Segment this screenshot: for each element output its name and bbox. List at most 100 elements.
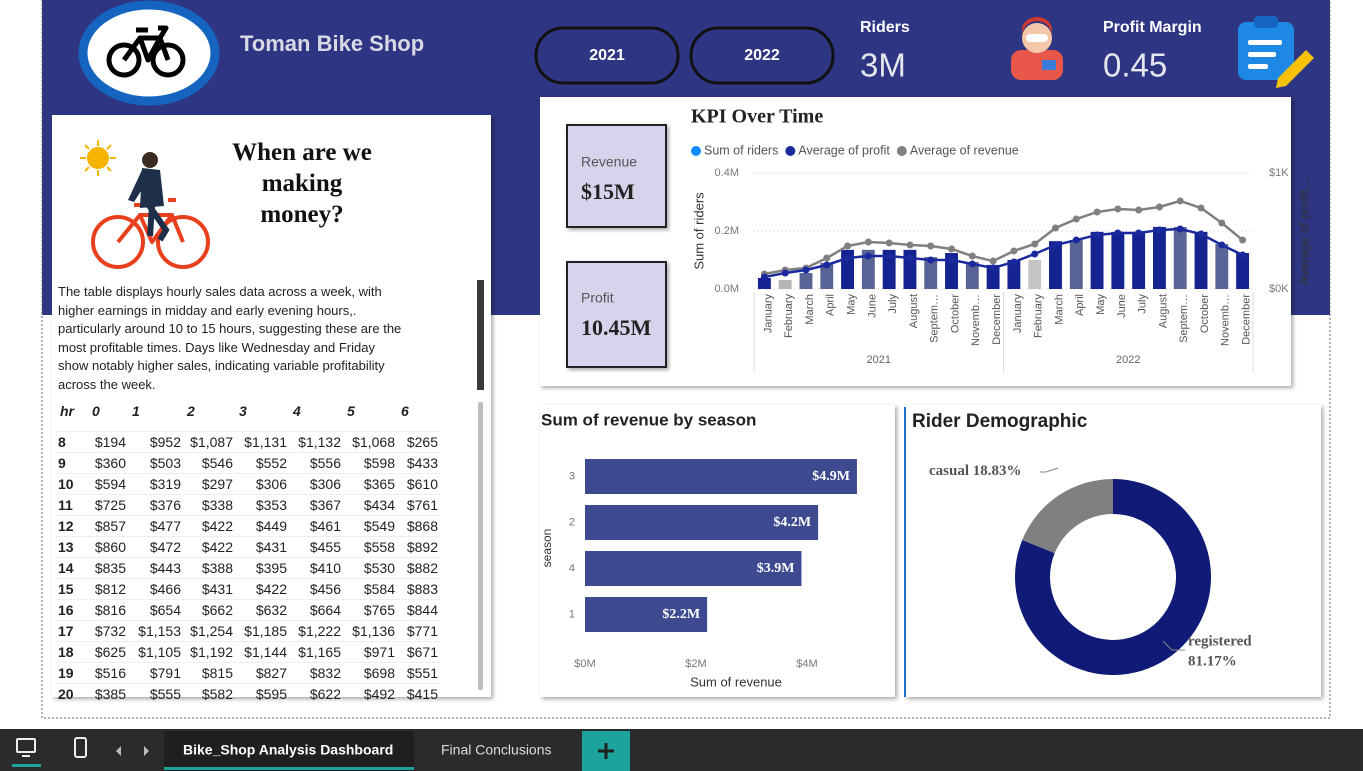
line-marker: [968, 260, 976, 268]
bar: [585, 505, 819, 540]
y2-tick-label: $1K: [1269, 167, 1289, 179]
revenue-card: [566, 124, 667, 228]
sales-table: hr 0 1 2 3 4 5 6 8 $194 $952 $1,087 $1,131 $1,132 $1,0…: [56, 400, 440, 704]
column-header: 5: [347, 403, 355, 419]
prev-page[interactable]: [116, 746, 121, 756]
line-marker: [1218, 241, 1226, 249]
table-cell: $1,192: [183, 641, 235, 663]
scrollbar[interactable]: [478, 402, 483, 690]
tab-label[interactable]: Final Conclusions: [441, 742, 552, 758]
bar: [757, 277, 771, 289]
line-marker: [885, 252, 893, 260]
card-heading: When are we making money?: [232, 139, 372, 228]
line-marker: [1239, 236, 1247, 244]
line-marker: [1197, 230, 1205, 238]
table-row: 18 $625 $1,105 $1,192 $1,144 $1,165 $971 $671: [56, 641, 440, 663]
table-cell: 13: [56, 536, 88, 558]
table-cell: $555: [128, 683, 183, 704]
table-cell: $1,105: [128, 641, 183, 663]
table-cell: $516: [88, 662, 128, 684]
leader-line: [1040, 467, 1059, 473]
mobile-view-icon[interactable]: [74, 737, 87, 758]
slice-value: 18.83%: [973, 463, 1022, 479]
page-border: [41, 0, 1331, 719]
tab-label[interactable]: Bike_Shop Analysis Dashboard: [183, 742, 393, 758]
table-row: 9 $360 $503 $546 $552 $556 $598 $433: [56, 452, 440, 474]
profit-card: [566, 261, 667, 368]
y2-axis-title: Average of profit…: [1296, 177, 1311, 285]
next-page[interactable]: [144, 746, 149, 756]
table-cell: $671: [397, 641, 440, 663]
line-marker: [1093, 208, 1101, 216]
year-label[interactable]: 2022: [744, 47, 780, 64]
line-marker: [1051, 224, 1059, 232]
line-marker: [906, 254, 914, 262]
data-label: $2.2M: [662, 607, 700, 622]
bar: [778, 280, 792, 289]
line-marker: [927, 256, 935, 264]
x-tick-label: Septem…: [929, 294, 941, 343]
table-cell: $1,136: [343, 620, 397, 642]
table-row: 20 $385 $555 $582 $595 $622 $492 $415: [56, 683, 440, 704]
kpi-label: Riders: [860, 19, 910, 36]
table-cell: $791: [128, 662, 183, 684]
table-row: 12 $857 $477 $422 $449 $461 $549 $868: [56, 515, 440, 537]
y-axis-title: Sum of riders: [691, 192, 706, 270]
card-label: Profit: [581, 290, 614, 306]
table-cell: $725: [88, 494, 128, 516]
scrollbar[interactable]: [477, 280, 484, 390]
line-marker: [781, 269, 789, 277]
line-marker: [823, 261, 831, 269]
table-cell: $622: [289, 683, 343, 704]
table-cell: $582: [183, 683, 235, 704]
table-cell: $415: [397, 683, 440, 704]
line-marker: [844, 254, 852, 262]
table-cell: $971: [343, 641, 397, 663]
year-button[interactable]: [689, 26, 835, 85]
table-cell: $376: [128, 494, 183, 516]
line-marker: [989, 257, 997, 265]
table-cell: $466: [128, 578, 183, 600]
x-tick-label: December: [1241, 294, 1253, 345]
column-header: 3: [239, 403, 247, 419]
table-cell: $546: [183, 452, 235, 474]
bar: [882, 249, 896, 289]
table-cell: $385: [88, 683, 128, 704]
table-row: 10 $594 $319 $297 $306 $306 $365 $610: [56, 473, 440, 495]
x-tick-label: $2M: [685, 658, 706, 670]
line-marker: [948, 245, 956, 253]
table-row: 16 $816 $654 $662 $632 $664 $765 $844: [56, 599, 440, 621]
x-tick-label: March: [1053, 294, 1065, 325]
table-row: 11 $725 $376 $338 $353 $367 $434 $761: [56, 494, 440, 516]
table-cell: 18: [56, 641, 88, 663]
table-cell: $698: [343, 662, 397, 684]
table-cell: $338: [183, 494, 235, 516]
line-marker: [1010, 247, 1018, 255]
y2-tick-label: $0K: [1269, 283, 1289, 295]
year-label[interactable]: 2021: [589, 47, 625, 64]
table-cell: $306: [235, 473, 289, 495]
line-marker: [864, 252, 872, 260]
bar: [861, 249, 875, 289]
table-cell: $422: [183, 536, 235, 558]
slice-value: 81.17%: [1188, 653, 1237, 669]
line-marker: [1218, 219, 1226, 227]
x-tick-label: Novemb…: [1220, 294, 1232, 346]
x-tick-label: $0M: [574, 658, 595, 670]
data-label: $3.9M: [757, 561, 795, 576]
table-cell: 11: [56, 494, 88, 516]
table-cell: $1,131: [235, 431, 289, 453]
table-row: 19 $516 $791 $815 $827 $832 $698 $551: [56, 662, 440, 684]
bar: [1069, 239, 1083, 289]
table-cell: $595: [235, 683, 289, 704]
active-tab[interactable]: [164, 731, 414, 771]
rider-icon: [1011, 17, 1063, 80]
table-row: 14 $835 $443 $388 $395 $410 $530 $882: [56, 557, 440, 579]
table-cell: $388: [183, 557, 235, 579]
year-button[interactable]: [534, 26, 680, 85]
line-marker: [844, 242, 852, 250]
data-label: $4.9M: [812, 469, 850, 484]
desktop-view-icon[interactable]: [16, 738, 36, 757]
line-marker: [1072, 215, 1080, 223]
